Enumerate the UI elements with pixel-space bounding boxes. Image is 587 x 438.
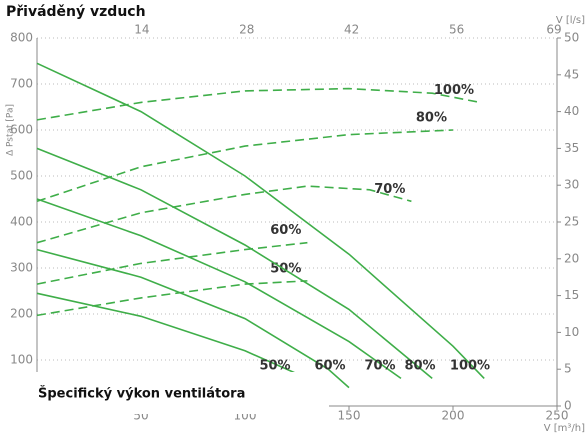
x-tick-label: 250 [546,409,569,423]
series-label: 100% [450,359,490,374]
series-line [36,248,350,389]
series-line [36,87,481,121]
y2-tick-label: 0 [564,399,572,413]
series-label: 70% [364,359,395,374]
y2-tick-label: 30 [564,178,579,192]
series-line [36,198,402,380]
y2-tick-label: 15 [564,288,579,302]
y-tick-label: 200 [10,307,33,321]
series-label: 80% [416,111,447,126]
y2-tick-label: 25 [564,215,579,229]
y2-tick-label: 10 [564,325,579,339]
x2-tick-label: 28 [239,23,254,37]
series-label: 100% [434,83,474,98]
y-tick-label: 800 [10,31,33,45]
y-tick-label: 700 [10,77,33,91]
series-line [36,292,308,380]
annotation-box [24,372,329,414]
y-axis-label: Δ Pstat [Pa] [6,104,16,156]
series-line [36,185,412,244]
y-tick-label: 100 [10,353,33,367]
x-tick-label: 200 [442,409,465,423]
series-line [36,62,485,379]
y2-tick-label: 5 [564,362,572,376]
series-line [36,147,433,380]
x-axis-label: V [m³/h] [544,423,585,434]
series-label: 80% [404,359,435,374]
y2-tick-label: 35 [564,141,579,155]
y2-tick-label: 45 [564,67,579,81]
x2-tick-label: 42 [344,23,359,37]
y2-tick-label: 40 [564,104,579,118]
series-label: 60% [314,359,345,374]
annotation: Špecifický výkon ventilátora [38,386,245,402]
x2-tick-label: 56 [449,23,464,37]
series-line [36,280,308,317]
x2-axis-label: V [l/s] [556,15,585,26]
series-label: 60% [270,223,301,238]
x2-tick-label: 14 [134,23,149,37]
series-line [36,241,308,285]
y-tick-label: 400 [10,215,33,229]
y-tick-label: 600 [10,123,33,137]
y2-tick-label: 20 [564,251,579,265]
y-tick-label: 500 [10,169,33,183]
x2-tick-label: 69 [546,23,561,37]
series-line [36,129,454,203]
series-label: 70% [374,182,405,197]
x-tick-label: 150 [338,409,361,423]
y2-tick-label: 50 [564,31,579,45]
y-tick-label: 300 [10,261,33,275]
series-label: 50% [259,359,290,374]
chart-title: Přiváděný vzduch [6,4,146,20]
